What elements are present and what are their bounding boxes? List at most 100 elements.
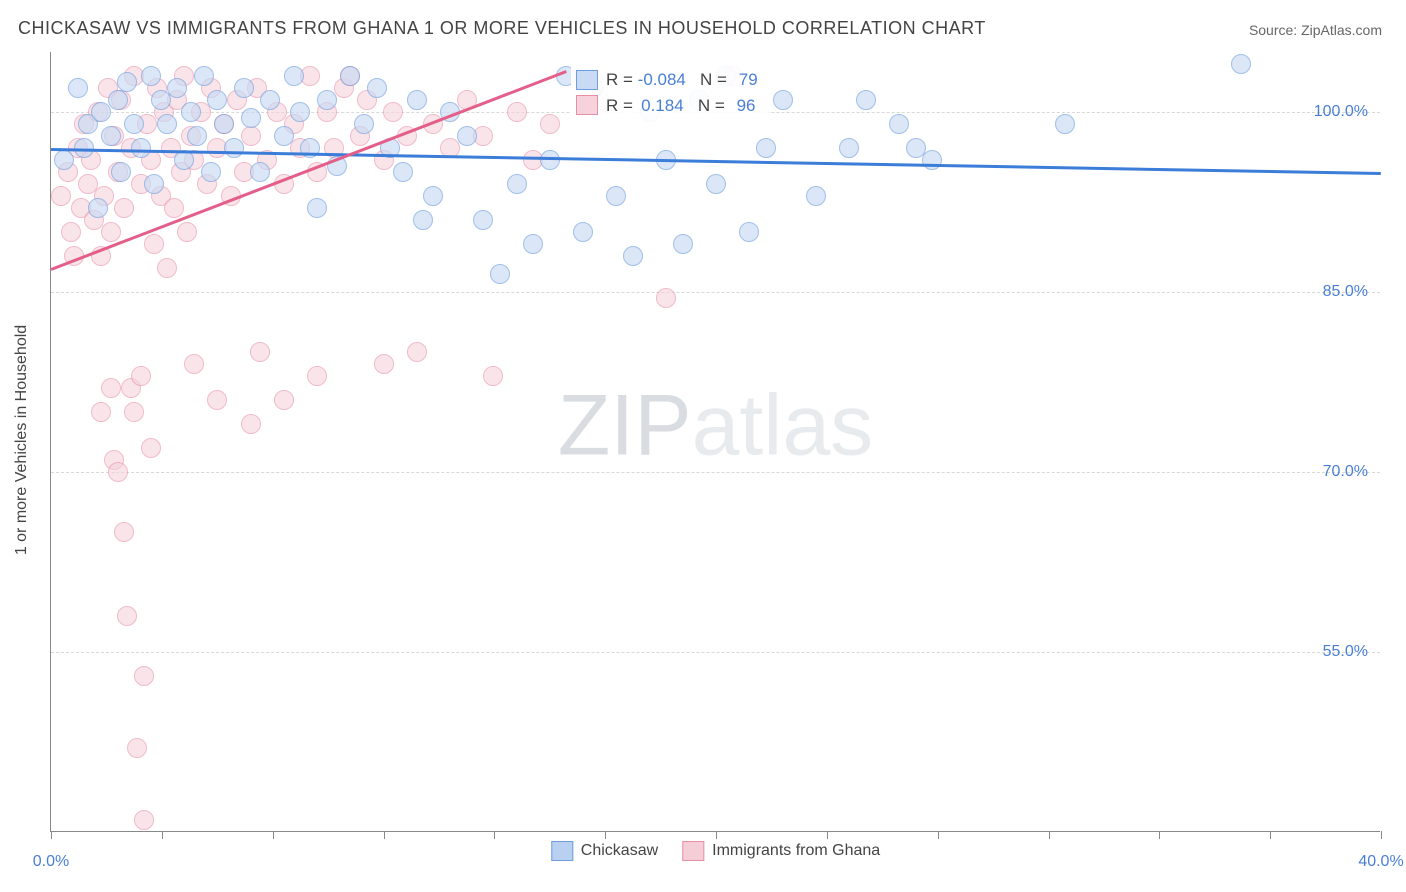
ghana-point [134,666,154,686]
legend-label: Chickasaw [581,842,658,860]
ghana-point [134,810,154,830]
chickasaw-point [241,108,261,128]
x-tick [1049,831,1050,839]
x-tick [938,831,939,839]
y-tick-label: 55.0% [1323,643,1368,661]
chickasaw-point [354,114,374,134]
chickasaw-point [124,114,144,134]
ghana-point [61,222,81,242]
ghana-point [241,414,261,434]
chickasaw-point [340,66,360,86]
legend-swatch [682,841,704,861]
ghana-point [374,354,394,374]
ghana-point [101,222,121,242]
legend-swatch [551,841,573,861]
chart-title: CHICKASAW VS IMMIGRANTS FROM GHANA 1 OR … [18,18,986,39]
chickasaw-point [507,174,527,194]
chickasaw-point [181,102,201,122]
chickasaw-point [367,78,387,98]
chickasaw-point [806,186,826,206]
chickasaw-point [423,186,443,206]
x-tick-label: 40.0% [1358,853,1403,871]
chickasaw-point [673,234,693,254]
ghana-point [177,222,197,242]
chickasaw-point [68,78,88,98]
legend-item: Immigrants from Ghana [682,841,880,861]
chickasaw-point [260,90,280,110]
ghana-point [91,402,111,422]
chickasaw-point [573,222,593,242]
x-tick [494,831,495,839]
chickasaw-point [234,78,254,98]
chickasaw-point [187,126,207,146]
chickasaw-point [1055,114,1075,134]
watermark: ZIPatlas [558,376,873,475]
x-tick [716,831,717,839]
chickasaw-point [490,264,510,284]
ghana-point [108,462,128,482]
x-tick [1270,831,1271,839]
chickasaw-point [623,246,643,266]
ghana-point [483,366,503,386]
chickasaw-point [194,66,214,86]
ghana-point [656,288,676,308]
chickasaw-point [523,234,543,254]
chickasaw-point [856,90,876,110]
ghana-point [101,378,121,398]
ghana-point [540,114,560,134]
ghana-point [164,198,184,218]
ghana-point [407,342,427,362]
stats-row-chickasaw: R = -0.084 N = 79 [576,67,758,93]
chickasaw-point [131,138,151,158]
chickasaw-point [207,90,227,110]
y-tick-label: 70.0% [1323,463,1368,481]
x-tick [162,831,163,839]
chickasaw-point [773,90,793,110]
chickasaw-point [144,174,164,194]
chickasaw-point [111,162,131,182]
x-tick [1381,831,1382,839]
y-axis-label: 1 or more Vehicles in Household [13,325,31,555]
ghana-point [114,522,134,542]
chickasaw-point [201,162,221,182]
stats-text: R = -0.084 N = 79 [606,67,758,93]
chickasaw-point [839,138,859,158]
ghana-point [117,606,137,626]
y-tick-label: 100.0% [1314,103,1368,121]
plot-area: ZIPatlas 55.0%70.0%85.0%100.0%0.0%40.0%R… [50,52,1380,832]
chickasaw-point [108,90,128,110]
chickasaw-point [706,174,726,194]
chickasaw-point [307,198,327,218]
chickasaw-point [1231,54,1251,74]
chickasaw-point [88,198,108,218]
ghana-point [184,354,204,374]
chickasaw-point [224,138,244,158]
x-tick-label: 0.0% [33,853,69,871]
stats-legend: R = -0.084 N = 79R = 0.184 N = 96 [571,62,769,125]
chickasaw-point [167,78,187,98]
stats-swatch [576,70,598,90]
ghana-point [383,102,403,122]
chickasaw-point [141,66,161,86]
ghana-point [131,366,151,386]
legend-label: Immigrants from Ghana [712,842,880,860]
bottom-legend: Chickasaw Immigrants from Ghana [551,841,880,861]
ghana-point [241,126,261,146]
chickasaw-point [756,138,776,158]
ghana-point [307,366,327,386]
chickasaw-point [889,114,909,134]
chickasaw-point [739,222,759,242]
ghana-point [144,234,164,254]
chickasaw-point [290,102,310,122]
x-tick [273,831,274,839]
stats-row-ghana: R = 0.184 N = 96 [576,93,758,119]
chickasaw-point [606,186,626,206]
y-tick-label: 85.0% [1323,283,1368,301]
chickasaw-point [117,72,137,92]
gridline [51,292,1380,293]
gridline [51,472,1380,473]
chickasaw-point [274,126,294,146]
chickasaw-point [393,162,413,182]
ghana-point [127,738,147,758]
chickasaw-point [250,162,270,182]
